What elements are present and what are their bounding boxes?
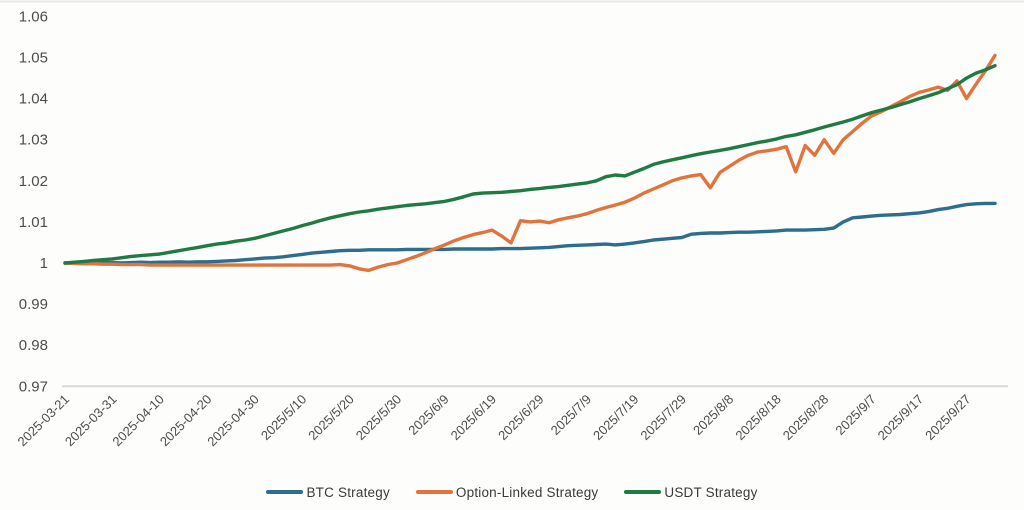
- y-tick-label: 1.04: [19, 91, 48, 108]
- legend-line-swatch-usdt: [624, 489, 662, 495]
- y-tick-label: 0.99: [19, 296, 48, 313]
- legend-label-btc: BTC Strategy: [306, 484, 390, 500]
- y-axis-labels: 1.06 1.05 1.04 1.03 1.02 1.01 1 0.99 0.98 0.97: [19, 8, 48, 395]
- x-tick-label: 2025-04-30: [204, 392, 262, 450]
- series-line-usdt-strategy: [63, 63, 997, 265]
- series-line-option-linked-strategy: [63, 53, 997, 273]
- y-tick-label: 1.02: [19, 173, 48, 190]
- x-tick-label: 2025/8/8: [690, 392, 736, 438]
- y-tick-label: 1.01: [19, 214, 48, 231]
- legend-label-usdt: USDT Strategy: [664, 484, 758, 500]
- x-tick-label: 2025/9/17: [875, 392, 927, 444]
- y-tick-label: 1.06: [19, 8, 48, 25]
- x-tick-label: 2025/9/7: [832, 392, 878, 438]
- x-tick-label: 2025/8/28: [780, 392, 832, 444]
- series-line-btc-strategy: [63, 201, 997, 265]
- x-axis-labels: 2025-03-212025-03-312025-04-102025-04-20…: [14, 392, 973, 450]
- x-tick-label: 2025/5/10: [258, 392, 310, 444]
- x-tick-label: 2025/6/29: [495, 392, 547, 444]
- x-tick-label: 2025/6/9: [405, 392, 451, 438]
- legend-label-option-linked: Option-Linked Strategy: [455, 484, 599, 500]
- x-tick-label: 2025/8/18: [732, 392, 784, 444]
- legend-item-btc-strategy: BTC Strategy: [266, 484, 390, 500]
- chart-legend: BTC Strategy Option-Linked Strategy USDT…: [0, 482, 1024, 502]
- x-tick-label: 2025/6/19: [448, 392, 500, 444]
- x-tick-label: 2025/5/20: [305, 392, 357, 444]
- x-tick-label: 2025/7/9: [548, 392, 594, 438]
- x-tick-label: 2025/5/30: [353, 392, 405, 444]
- legend-item-option-linked-strategy: Option-Linked Strategy: [415, 484, 599, 500]
- x-tick-label: 2025/9/27: [922, 392, 974, 444]
- x-tick-label: 2025/7/29: [637, 392, 689, 444]
- y-tick-label: 1.05: [19, 50, 48, 67]
- legend-item-usdt-strategy: USDT Strategy: [624, 485, 757, 500]
- y-tick-label: 0.97: [19, 378, 48, 395]
- x-tick-label: 2025/7/19: [590, 392, 642, 444]
- legend-line-swatch-option-linked: [415, 489, 453, 495]
- y-tick-label: 0.98: [19, 337, 48, 354]
- y-tick-label: 1.03: [19, 132, 48, 149]
- legend-line-swatch-btc: [266, 489, 304, 495]
- y-tick-label: 1: [40, 255, 48, 272]
